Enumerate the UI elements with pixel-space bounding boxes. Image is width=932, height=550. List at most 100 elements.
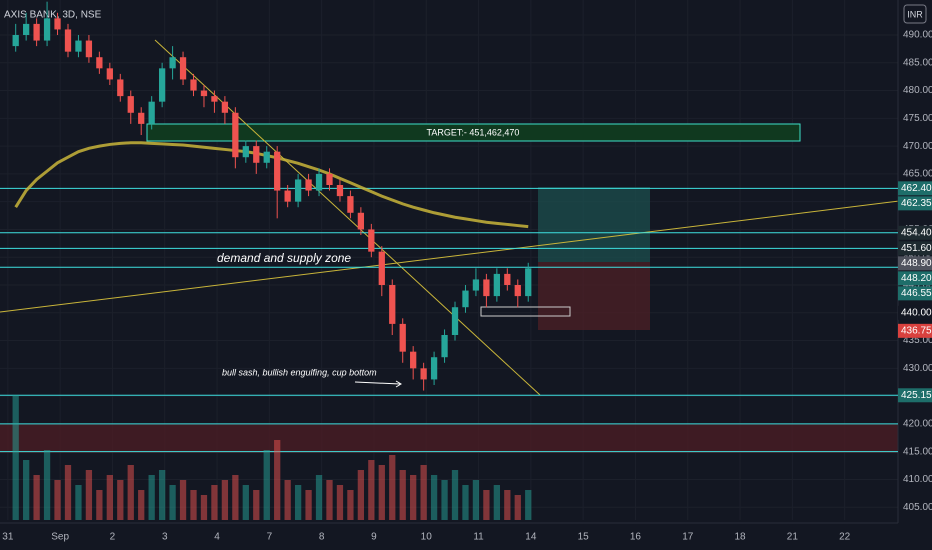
price-tag: [898, 388, 932, 403]
y-tick-label: 405.00: [903, 502, 932, 513]
candle-body: [284, 190, 291, 202]
candle-body: [441, 335, 448, 358]
candle-body: [200, 90, 208, 97]
symbol-title: AXIS BANK, 3D, NSE: [4, 10, 102, 21]
price-tag-label: 451.60: [901, 243, 932, 254]
candle-body: [54, 18, 61, 30]
x-tick-label: 17: [682, 532, 694, 543]
candle-body: [525, 268, 532, 297]
currency: INR: [907, 9, 923, 19]
price-tag-label: 448.20: [901, 273, 932, 284]
x-tick-label: 31: [2, 532, 14, 543]
price-tag: [898, 323, 932, 338]
candle-body: [420, 368, 427, 380]
price-tag-label: 448.90: [901, 258, 932, 269]
price-tag-label: 462.35: [901, 198, 932, 209]
volume-bar: [64, 465, 72, 520]
trend-line: [154, 39, 541, 396]
currency-badge: [903, 4, 927, 24]
candle-body: [378, 251, 385, 285]
candle-body: [211, 96, 218, 102]
volume-bar: [504, 490, 511, 520]
volume-bar: [420, 465, 427, 520]
y-tick-label: 465.00: [903, 169, 932, 180]
x-tick-label: 4: [214, 532, 220, 543]
volume-bar: [96, 490, 103, 520]
price-tag: [898, 305, 932, 320]
candle-body: [106, 68, 113, 80]
volume-bar: [514, 495, 521, 520]
candle-body: [347, 196, 354, 213]
candle-body: [410, 351, 417, 369]
volume-bar: [315, 475, 323, 520]
candle-body: [472, 279, 480, 291]
y-tick-label: 470.00: [903, 141, 932, 152]
volume-bar: [190, 490, 197, 520]
candle-body: [483, 279, 490, 297]
volume-bar: [368, 460, 375, 520]
candle-body: [357, 212, 365, 230]
volume-bar: [441, 480, 448, 520]
x-tick-label: 22: [839, 532, 851, 543]
price-tag-label: 440.00: [901, 307, 932, 318]
volume-bar: [12, 395, 19, 520]
candle-body: [96, 57, 103, 69]
volume-bar: [347, 490, 354, 520]
volume-bar: [211, 485, 218, 520]
volume-bar: [294, 485, 302, 520]
volume-bar: [169, 485, 176, 520]
candle-body: [399, 323, 406, 352]
candle-body: [253, 146, 260, 163]
volume-bar: [378, 465, 385, 520]
price-tag: [898, 181, 932, 196]
price-tag-label: 425.15: [901, 390, 932, 401]
volume-bar: [493, 485, 500, 520]
annotation: TARGET:- 451,462,470: [427, 127, 520, 137]
volume-bar: [274, 440, 281, 520]
candle-body: [138, 112, 145, 124]
y-tick-label: 480.00: [903, 85, 932, 96]
candle-body: [179, 57, 187, 80]
volume-bar: [451, 470, 459, 520]
arrow-head: [395, 380, 402, 388]
x-tick-label: 3: [162, 532, 168, 543]
demand-zone: [0, 424, 898, 453]
volume-bar: [54, 480, 61, 520]
candle-body: [158, 68, 166, 102]
x-tick-label: 10: [421, 532, 433, 543]
volume-bar: [253, 490, 260, 520]
candle-body: [274, 151, 281, 191]
volume-bar: [232, 475, 239, 520]
candle-body: [315, 173, 323, 191]
candle-body: [127, 96, 134, 113]
volume-bar: [148, 475, 155, 520]
x-tick-label: 11: [473, 532, 484, 543]
price-tag: [898, 225, 932, 240]
price-tag-label: 454.40: [901, 227, 932, 238]
candle-body: [326, 173, 333, 185]
y-tick-label: 435.00: [903, 335, 932, 346]
volume-bar: [336, 485, 344, 520]
volume-bar: [326, 480, 333, 520]
volume-bar: [525, 490, 532, 520]
volume-bar: [357, 470, 365, 520]
x-tick-label: 9: [371, 532, 377, 543]
candle-body: [75, 40, 82, 52]
x-tick-label: 15: [578, 532, 590, 543]
candle-body: [305, 179, 312, 191]
candle-body: [169, 57, 176, 69]
y-tick-label: 485.00: [903, 57, 932, 68]
candle-body: [242, 146, 249, 158]
price-tag: [898, 256, 932, 271]
candle-body: [504, 273, 511, 285]
price-tag: [898, 286, 932, 301]
annotation: demand and supply zone: [217, 251, 351, 265]
volume-bar: [138, 490, 145, 520]
volume-bar: [305, 490, 312, 520]
x-tick-label: 16: [630, 532, 642, 543]
price-tag-label: 446.55: [901, 288, 932, 299]
x-tick-label: 18: [734, 532, 746, 543]
y-tick-label: 430.00: [903, 363, 932, 374]
